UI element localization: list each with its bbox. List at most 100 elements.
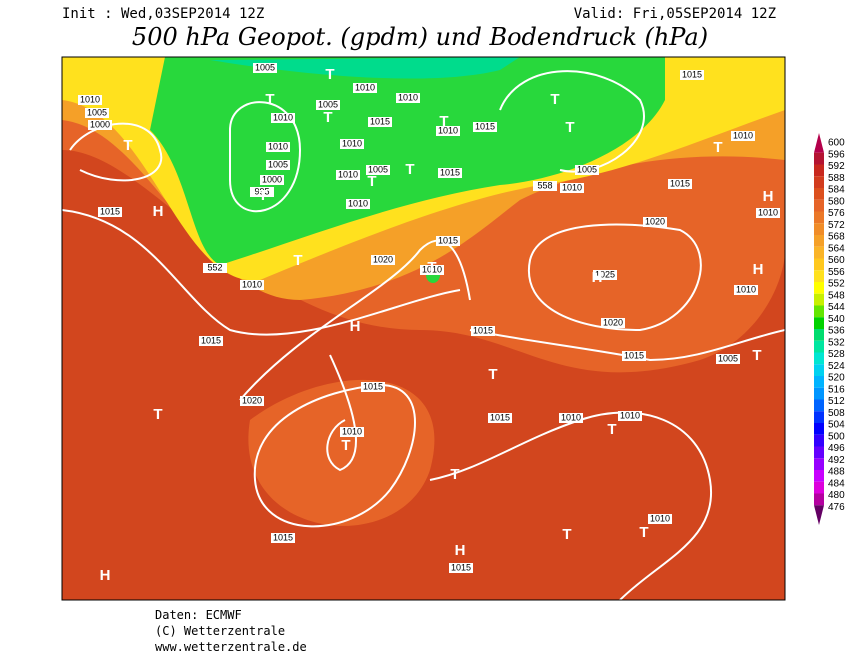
label-box (253, 63, 277, 73)
legend-swatch (814, 188, 824, 200)
legend-label: 544 (828, 302, 845, 313)
pressure-center: H (763, 188, 774, 205)
label-box (85, 108, 109, 118)
pressure-label: 1005 (87, 107, 107, 117)
label-box (473, 122, 497, 132)
pressure-center: T (607, 421, 616, 438)
label-box (266, 142, 290, 152)
pressure-label: 1015 (624, 350, 644, 360)
label-box (648, 514, 672, 524)
pressure-center: T (450, 466, 459, 483)
legend-swatch (814, 211, 824, 224)
label-box (336, 170, 360, 180)
pressure-label: 1010 (438, 125, 458, 135)
legend-swatch (814, 493, 824, 506)
legend-swatch (814, 458, 824, 470)
label-box (593, 270, 617, 280)
legend-label: 488 (828, 467, 845, 478)
pressure-center: T (341, 437, 350, 454)
legend-swatch (814, 246, 824, 259)
legend-label: 524 (828, 361, 845, 372)
pressure-center: T (325, 66, 334, 83)
pressure-label: 1010 (273, 112, 293, 122)
label-box (271, 113, 295, 123)
pressure-label: 1005 (577, 164, 597, 174)
label-box (88, 120, 112, 130)
pressure-center: H (350, 318, 361, 335)
label-box (756, 208, 780, 218)
legend-swatch (814, 317, 824, 329)
pressure-label: 1010 (80, 94, 100, 104)
pressure-center: T (265, 91, 274, 108)
pressure-center: T (405, 161, 414, 178)
legend-label: 496 (828, 443, 845, 454)
label-box (420, 265, 444, 275)
pressure-label: 1010 (348, 198, 368, 208)
label-box (680, 70, 704, 80)
pressure-label: 558 (537, 180, 552, 190)
legend-label: 484 (828, 478, 845, 489)
label-box (340, 427, 364, 437)
label-box (575, 165, 599, 175)
pressure-center: T (293, 252, 302, 269)
legend-swatch (814, 376, 824, 388)
pressure-label: 1010 (733, 130, 753, 140)
legend-swatch (814, 199, 824, 212)
label-box (250, 187, 274, 197)
label-box (346, 199, 370, 209)
map-title: 500 hPa Geopot. (gpdm) und Bodendruck (h… (132, 23, 708, 51)
legend-label: 580 (828, 196, 845, 207)
label-box (560, 183, 584, 193)
legend-label: 508 (828, 408, 845, 419)
pressure-label: 1005 (318, 99, 338, 109)
pressure-label: 1020 (603, 317, 623, 327)
label-box (396, 93, 420, 103)
field-580 (248, 379, 435, 526)
label-box (366, 165, 390, 175)
legend-swatch (814, 434, 824, 447)
label-box (316, 100, 340, 110)
pressure-label: 1015 (273, 532, 293, 542)
legend-swatch (814, 423, 824, 435)
pressure-label: 1015 (682, 69, 702, 79)
legend-label: 568 (828, 232, 845, 243)
valid-time: Valid: Fri,05SEP2014 12Z (574, 6, 776, 22)
legend-label: 512 (828, 396, 845, 407)
legend-label: 584 (828, 185, 845, 196)
legend-label: 556 (828, 267, 845, 278)
pressure-label: 1015 (100, 206, 120, 216)
label-box (559, 413, 583, 423)
pressure-center: T (752, 347, 761, 364)
isobar (229, 101, 302, 213)
label-box (643, 217, 667, 227)
pressure-label: 1015 (438, 235, 458, 245)
init-time: Init : Wed,03SEP2014 12Z (62, 6, 264, 22)
label-box (731, 131, 755, 141)
pressure-label: 1015 (473, 325, 493, 335)
pressure-label: 1020 (373, 254, 393, 264)
legend-label: 552 (828, 279, 845, 290)
pressure-center: T (427, 259, 436, 276)
label-box (203, 263, 227, 273)
pressure-label: 1000 (262, 174, 282, 184)
legend-label: 536 (828, 326, 845, 337)
copyright: (C) Wetterzentrale (155, 624, 285, 638)
label-box (622, 351, 646, 361)
legend-label: 596 (828, 149, 845, 160)
label-box (601, 318, 625, 328)
pressure-label: 1010 (561, 412, 581, 422)
pressure-center: T (565, 119, 574, 136)
pressure-label: 1010 (422, 264, 442, 274)
legend-swatch (814, 282, 824, 294)
legend-label: 528 (828, 349, 845, 360)
pressure-center: T (153, 406, 162, 423)
label-box (78, 95, 102, 105)
data-source: Daten: ECMWF (155, 608, 242, 622)
legend-label: 548 (828, 290, 845, 301)
pressure-label: 1010 (355, 82, 375, 92)
legend-swatch (814, 411, 824, 423)
label-box (533, 181, 557, 191)
legend-swatch (814, 481, 824, 494)
pressure-label: 1020 (645, 216, 665, 226)
label-box (199, 336, 223, 346)
